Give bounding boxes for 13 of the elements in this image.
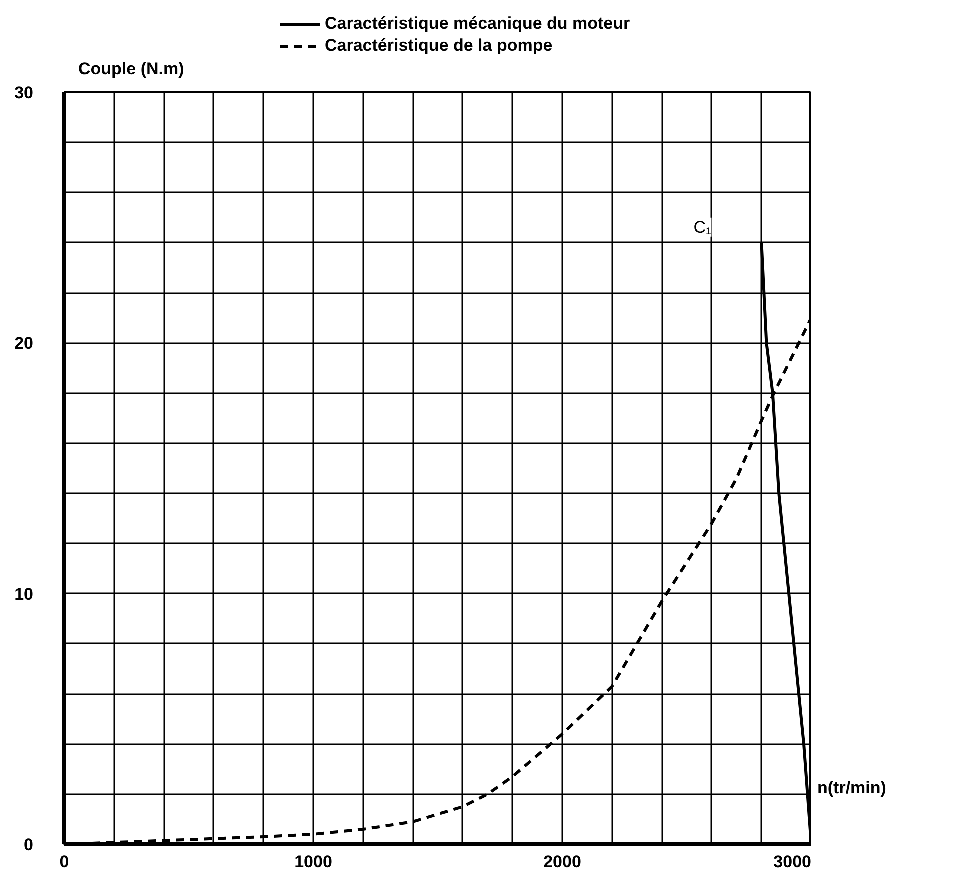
- x-tick-label: 0: [60, 852, 70, 872]
- y-tick-label: 10: [14, 584, 34, 604]
- x-tick-label: 1000: [294, 852, 332, 872]
- legend-label: Caractéristique mécanique du moteur: [325, 14, 630, 34]
- y-tick-label: 30: [14, 84, 34, 102]
- x-tick-label: 3000: [774, 852, 812, 872]
- y-tick-label: 20: [14, 334, 34, 354]
- annotation: C₁: [694, 218, 712, 237]
- legend-label: Caractéristique de la pompe: [325, 36, 553, 56]
- x-tick-label: 2000: [544, 852, 582, 872]
- x-axis-title: n(tr/min): [818, 778, 886, 798]
- y-axis-title: Couple (N.m): [78, 60, 184, 78]
- y-tick-label: 0: [24, 836, 34, 854]
